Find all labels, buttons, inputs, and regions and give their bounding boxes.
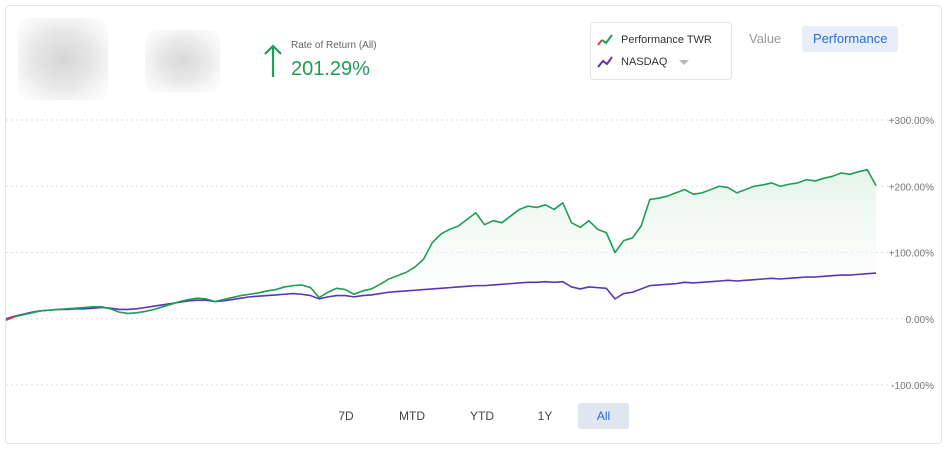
arrow-up-icon [264,44,282,77]
range-button-mtd[interactable]: MTD [399,409,425,423]
red-green-line-icon [597,34,613,46]
y-tick-label: +100.00% [889,249,934,260]
range-button-7d[interactable]: 7D [338,409,354,423]
rate-of-return-value: 201.29% [291,58,370,80]
y-tick-label: +200.00% [889,182,934,193]
y-tick-label: +300.00% [889,116,934,127]
chevron-down-icon[interactable] [679,59,690,65]
range-button-ytd[interactable]: YTD [470,409,494,423]
y-tick-label: -100.00% [891,381,934,392]
y-tick-label: 0.00% [906,315,934,326]
legend-item-nasdaq[interactable]: NASDAQ [597,54,690,70]
range-button-1y[interactable]: 1Y [537,409,553,423]
legend-label-nasdaq: NASDAQ [621,56,668,68]
chart-legend: Performance TWR NASDAQ [590,22,732,80]
legend-label-performance: Performance TWR [621,34,712,46]
legend-item-performance[interactable]: Performance TWR [597,32,712,48]
series-line-nasdaq [5,272,877,320]
value-toggle-button[interactable]: Value [749,31,782,46]
blurred-avatar [18,18,108,100]
series-line-performance [5,168,877,321]
blurred-logo [145,30,220,92]
performance-toggle-button[interactable]: Performance [802,26,899,52]
rate-of-return-label: Rate of Return (All) [291,40,377,51]
purple-line-icon [597,56,613,68]
performance-area [6,169,876,321]
range-button-all[interactable]: All [578,403,629,429]
series-line-start-segment [5,316,15,321]
